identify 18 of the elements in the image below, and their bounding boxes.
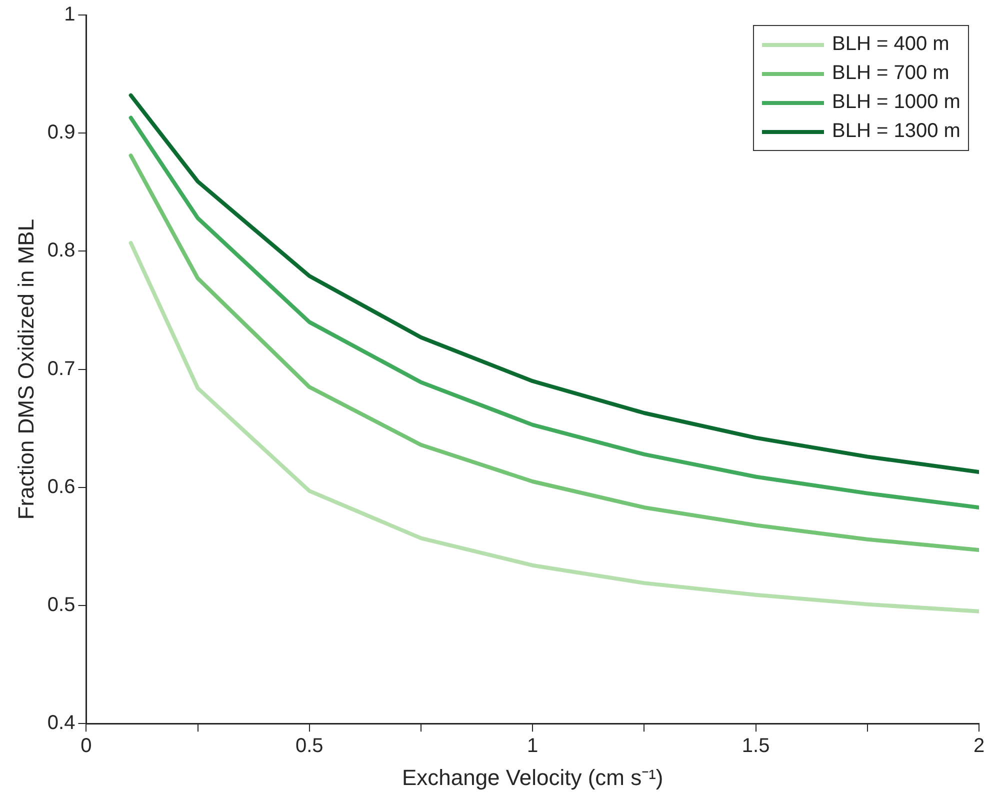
- y-tick-label: 0.7: [47, 358, 76, 380]
- x-tick-label: 1: [527, 735, 538, 758]
- y-tick-label: 0.5: [47, 594, 76, 616]
- legend-label: BLH = 1300 m: [832, 120, 960, 143]
- y-tick-label: 0.6: [47, 476, 76, 498]
- y-tick-label: 0.4: [47, 712, 76, 734]
- y-axis-title: Fraction DMS Oxidized in MBL: [13, 218, 38, 520]
- x-axis-title: Exchange Velocity (cm s⁻¹): [402, 764, 664, 790]
- x-tick-label: 0.5: [295, 735, 324, 758]
- x-tick-label: 1.5: [742, 735, 770, 758]
- y-tick-label: 1: [64, 4, 76, 26]
- x-tick-label: 2: [973, 735, 985, 758]
- x-tick-label: 0: [80, 735, 92, 758]
- legend-label: BLH = 1000 m: [832, 91, 960, 114]
- y-tick-label: 0.8: [47, 240, 76, 262]
- legend-label: BLH = 400 m: [832, 33, 950, 56]
- legend-label: BLH = 700 m: [832, 62, 950, 85]
- y-tick-label: 0.9: [47, 122, 76, 144]
